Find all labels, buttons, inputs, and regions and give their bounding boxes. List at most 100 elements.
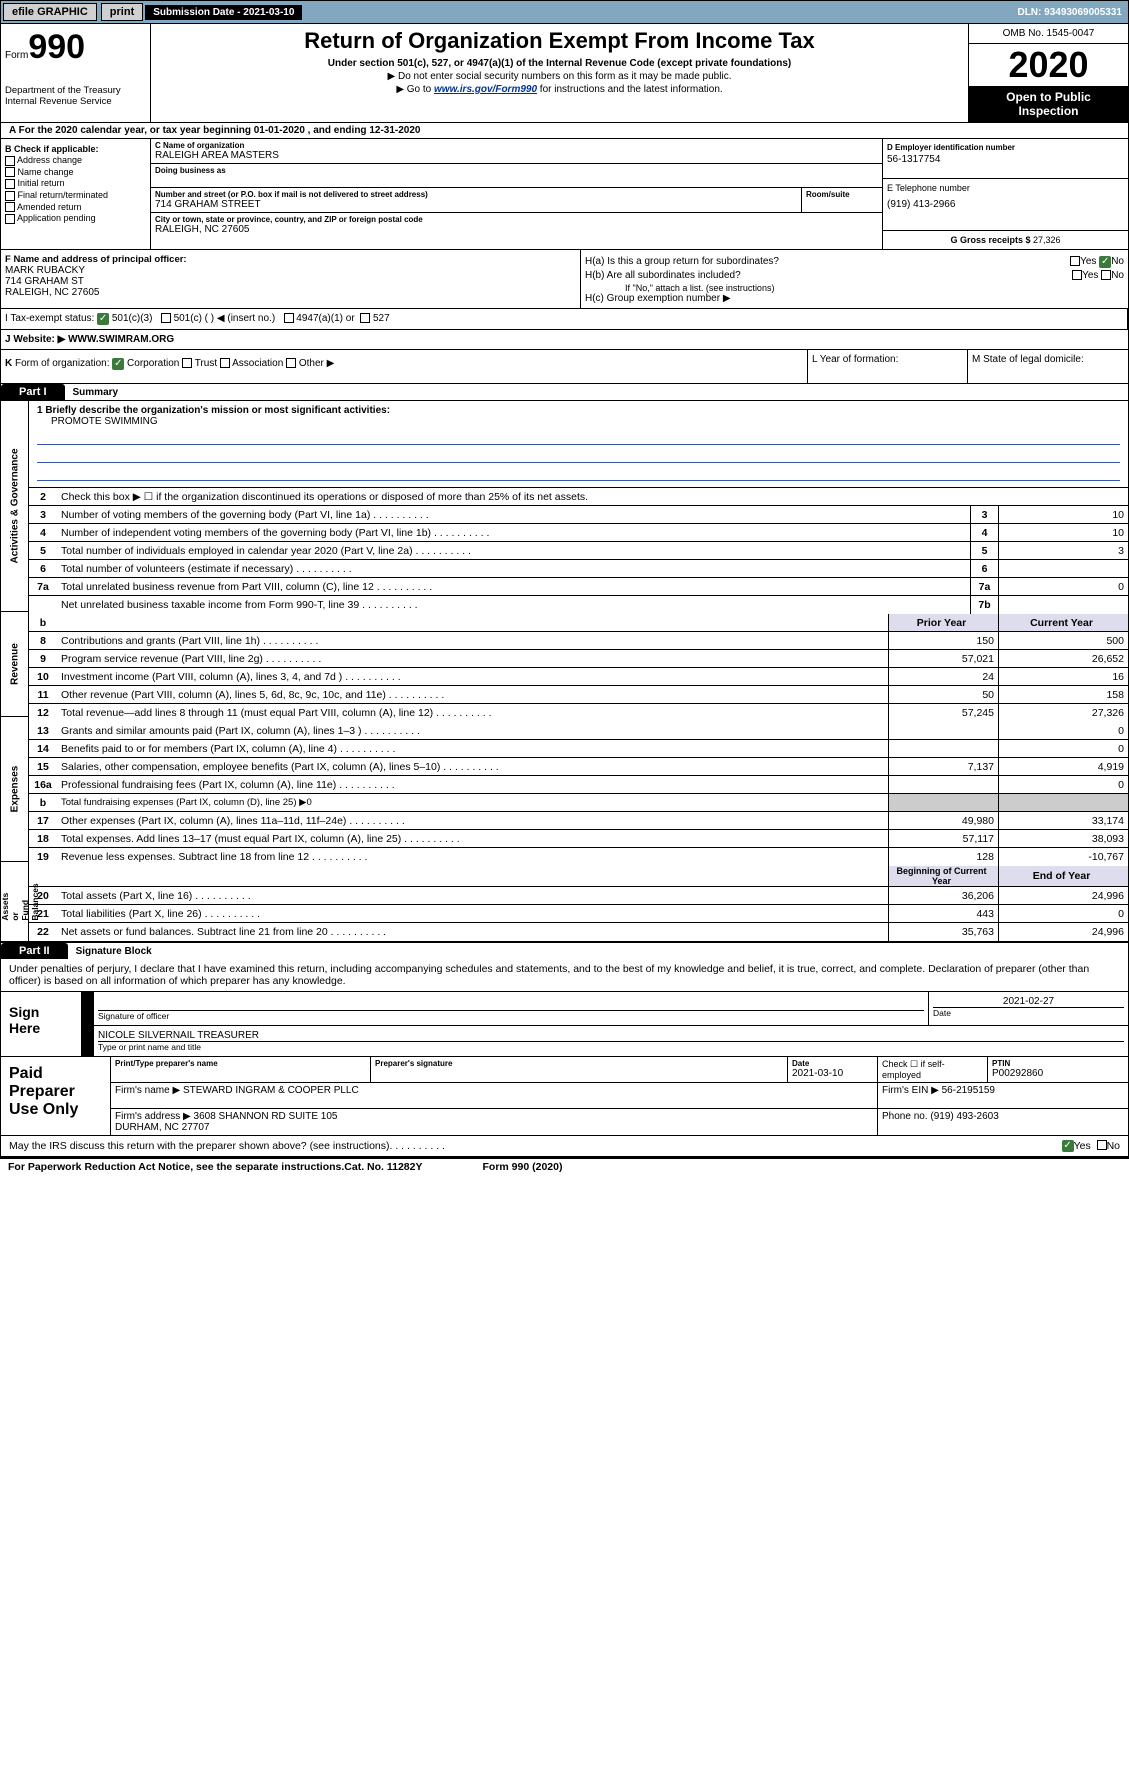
pp-date-lbl: Date bbox=[792, 1059, 873, 1068]
officer-name-lbl: Type or print name and title bbox=[98, 1041, 1124, 1052]
chk-address[interactable] bbox=[5, 156, 15, 166]
street-address: 714 GRAHAM STREET bbox=[155, 199, 797, 210]
officer-name: MARK RUBACKY bbox=[5, 265, 576, 276]
paperwork-notice: For Paperwork Reduction Act Notice, see … bbox=[8, 1161, 344, 1173]
line-num: 3 bbox=[29, 509, 57, 521]
ptin-lbl: PTIN bbox=[992, 1059, 1124, 1068]
line-box: 6 bbox=[970, 560, 998, 577]
sig-date-lbl: Date bbox=[933, 1007, 1124, 1018]
ha-no[interactable]: ✓ bbox=[1099, 256, 1111, 268]
discuss-no[interactable] bbox=[1097, 1140, 1107, 1150]
current-year-val: 16 bbox=[998, 668, 1128, 685]
part1-header: Part I bbox=[1, 384, 65, 400]
phone-label: E Telephone number bbox=[887, 183, 1124, 193]
perjury-declaration: Under penalties of perjury, I declare th… bbox=[1, 959, 1128, 991]
side-na: Net Assets or Fund Balances bbox=[0, 883, 40, 920]
line-text: Other expenses (Part IX, column (A), lin… bbox=[57, 813, 888, 829]
mission-text: PROMOTE SWIMMING bbox=[37, 416, 1120, 427]
irs-link[interactable]: www.irs.gov/Form990 bbox=[434, 84, 537, 95]
chk-527[interactable] bbox=[360, 313, 370, 323]
addr-label: Number and street (or P.O. box if mail i… bbox=[155, 190, 797, 199]
prior-year-val: 57,021 bbox=[888, 650, 998, 667]
current-year-hdr: Current Year bbox=[998, 614, 1128, 631]
hb-yes[interactable] bbox=[1072, 270, 1082, 280]
line-value: 10 bbox=[998, 524, 1128, 541]
line-num: 18 bbox=[29, 833, 57, 845]
hb-no[interactable] bbox=[1101, 270, 1111, 280]
chk-trust[interactable] bbox=[182, 358, 192, 368]
paid-preparer-label: Paid Preparer Use Only bbox=[1, 1057, 111, 1135]
line-value: 0 bbox=[998, 578, 1128, 595]
row-j-website: J Website: ▶ WWW.SWIMRAM.ORG bbox=[0, 330, 1129, 350]
side-gov: Activities & Governance bbox=[9, 448, 20, 563]
chk-name[interactable] bbox=[5, 167, 15, 177]
chk-4947[interactable] bbox=[284, 313, 294, 323]
ptin-value: P00292860 bbox=[992, 1068, 1124, 1079]
current-year-val bbox=[998, 794, 1128, 811]
chk-amended[interactable] bbox=[5, 202, 15, 212]
header-grid: B Check if applicable: Address change Na… bbox=[0, 139, 1129, 250]
sig-date: 2021-02-27 bbox=[933, 996, 1124, 1007]
chk-corp[interactable]: ✓ bbox=[112, 358, 124, 370]
hb-note: If "No," attach a list. (see instruction… bbox=[585, 283, 1124, 293]
pp-sig-lbl: Preparer's signature bbox=[375, 1059, 783, 1068]
line-num: 10 bbox=[29, 671, 57, 683]
department: Department of the Treasury Internal Reve… bbox=[5, 85, 146, 107]
prior-year-val bbox=[888, 740, 998, 757]
ha-yes[interactable] bbox=[1070, 256, 1080, 266]
ein-value: 56-1317754 bbox=[887, 154, 1124, 165]
line-text: Contributions and grants (Part VIII, lin… bbox=[57, 633, 888, 649]
prior-year-val: 150 bbox=[888, 632, 998, 649]
firm-phone: (919) 493-2603 bbox=[930, 1111, 998, 1122]
part1-body: Activities & Governance Revenue Expenses… bbox=[0, 400, 1129, 942]
row-klm: K Form of organization: ✓ Corporation Tr… bbox=[0, 350, 1129, 384]
pp-check: Check ☐ if self-employed bbox=[878, 1057, 988, 1082]
chk-other[interactable] bbox=[286, 358, 296, 368]
chk-assoc[interactable] bbox=[220, 358, 230, 368]
current-year-val: 24,996 bbox=[998, 923, 1128, 941]
side-rev: Revenue bbox=[9, 643, 20, 685]
chk-pending[interactable] bbox=[5, 214, 15, 224]
state-domicile: M State of legal domicile: bbox=[968, 350, 1128, 383]
footer: For Paperwork Reduction Act Notice, see … bbox=[0, 1157, 1129, 1175]
org-name: RALEIGH AREA MASTERS bbox=[155, 150, 878, 161]
line-num: 8 bbox=[29, 635, 57, 647]
line-num: 16a bbox=[29, 779, 57, 791]
line-num: 2 bbox=[29, 491, 57, 503]
omb-number: OMB No. 1545-0047 bbox=[969, 24, 1128, 44]
chk-501c3[interactable]: ✓ bbox=[97, 313, 109, 325]
line-text: Salaries, other compensation, employee b… bbox=[57, 759, 888, 775]
bcy-hdr: Beginning of Current Year bbox=[888, 866, 998, 886]
line-text: Investment income (Part VIII, column (A)… bbox=[57, 669, 888, 685]
print-btn[interactable]: print bbox=[101, 3, 143, 21]
signature-block: Under penalties of perjury, I declare th… bbox=[0, 959, 1129, 1057]
col-c-org: C Name of organization RALEIGH AREA MAST… bbox=[151, 139, 883, 249]
sidebar: Activities & Governance Revenue Expenses… bbox=[1, 401, 29, 941]
line-box: 3 bbox=[970, 506, 998, 523]
current-year-val: 500 bbox=[998, 632, 1128, 649]
efile-btn[interactable]: efile GRAPHIC bbox=[3, 3, 97, 21]
room-label: Room/suite bbox=[806, 190, 878, 199]
line-value: 10 bbox=[998, 506, 1128, 523]
tax-year: 2020 bbox=[969, 44, 1128, 86]
current-year-val: -10,767 bbox=[998, 848, 1128, 866]
chk-initial[interactable] bbox=[5, 179, 15, 189]
chk-final[interactable] bbox=[5, 191, 15, 201]
current-year-val: 38,093 bbox=[998, 830, 1128, 847]
line-num: 9 bbox=[29, 653, 57, 665]
line-text: Number of voting members of the governin… bbox=[57, 507, 970, 523]
discuss-yes[interactable]: ✓ bbox=[1062, 1140, 1074, 1152]
note-line-2: ▶ Go to www.irs.gov/Form990 for instruct… bbox=[155, 84, 964, 95]
line-text: Grants and similar amounts paid (Part IX… bbox=[57, 723, 888, 739]
open-public: Open to Public Inspection bbox=[969, 86, 1128, 122]
org-name-label: C Name of organization bbox=[155, 141, 878, 150]
form-version: Form 990 (2020) bbox=[483, 1161, 563, 1173]
prior-year-val: 57,245 bbox=[888, 704, 998, 722]
col-de: D Employer identification number 56-1317… bbox=[883, 139, 1128, 249]
website-value: WWW.SWIMRAM.ORG bbox=[68, 334, 174, 345]
current-year-val: 158 bbox=[998, 686, 1128, 703]
line-num: 5 bbox=[29, 545, 57, 557]
line-text: Net assets or fund balances. Subtract li… bbox=[57, 924, 888, 940]
dba-label: Doing business as bbox=[155, 166, 878, 175]
chk-501c[interactable] bbox=[161, 313, 171, 323]
